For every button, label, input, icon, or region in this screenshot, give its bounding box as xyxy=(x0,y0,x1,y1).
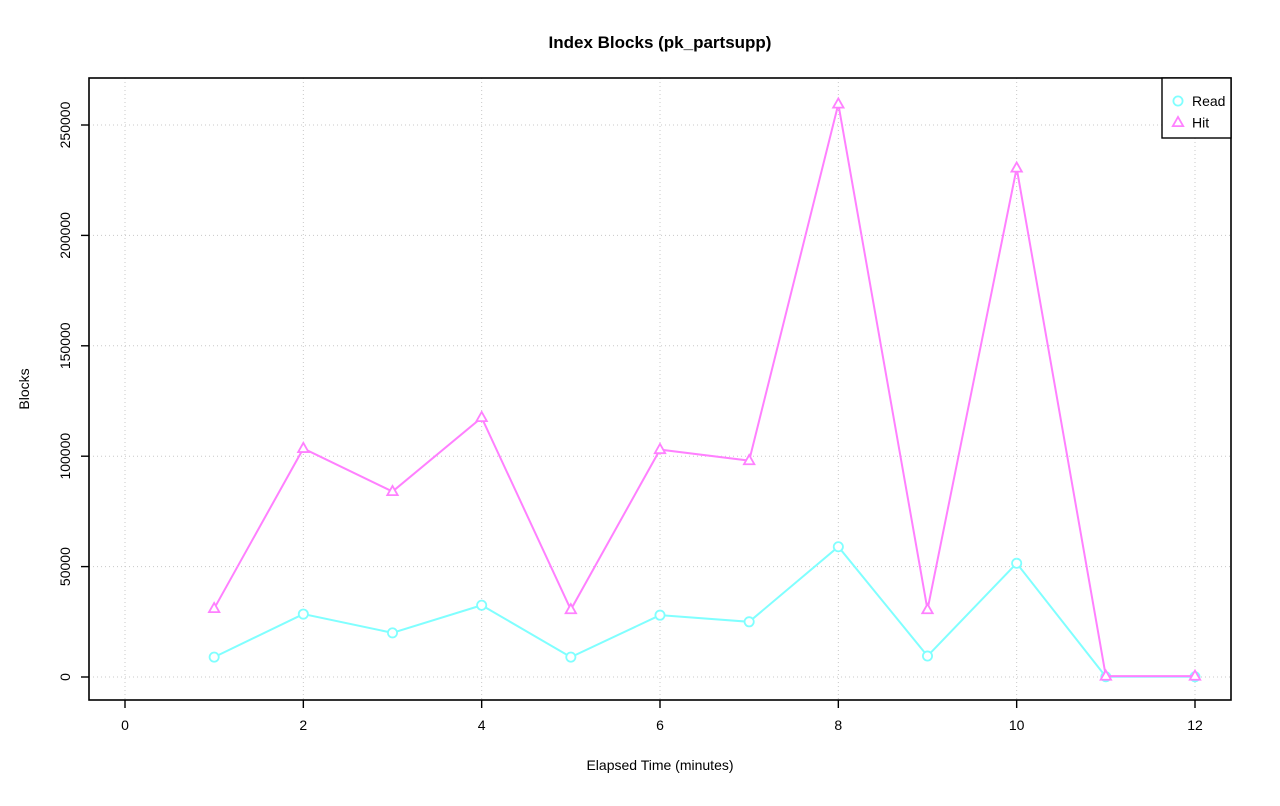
x-axis-tick-label: 2 xyxy=(299,717,307,733)
data-point-hit xyxy=(653,442,667,455)
y-axis-tick-label: 150000 xyxy=(57,322,73,369)
y-axis-label: Blocks xyxy=(16,368,32,410)
data-point-hit xyxy=(1009,160,1024,173)
y-axis-tick-label: 0 xyxy=(57,673,73,681)
x-axis-tick-label: 4 xyxy=(478,717,486,733)
data-point-hit xyxy=(474,410,489,423)
data-point-hit xyxy=(920,602,935,615)
legend-box xyxy=(1161,77,1232,139)
data-point-read xyxy=(386,627,398,639)
x-axis-label: Elapsed Time (minutes) xyxy=(586,757,734,773)
legend-marker-read xyxy=(1172,95,1184,107)
data-point-read xyxy=(476,599,488,611)
legend: Read Hit xyxy=(1161,77,1232,139)
data-point-hit xyxy=(742,453,756,466)
chart-title: Index Blocks (pk_partsupp) xyxy=(548,33,772,52)
data-point-hit xyxy=(207,601,221,614)
x-axis-tick-label: 8 xyxy=(834,717,842,733)
data-point-read xyxy=(1011,557,1023,569)
x-axis-tick-label: 0 xyxy=(121,717,129,733)
data-point-read xyxy=(297,608,309,620)
legend-label: Read xyxy=(1192,93,1225,109)
x-axis-tick-label: 10 xyxy=(1009,717,1025,733)
x-axis-tick-label: 6 xyxy=(656,717,664,733)
data-point-hit xyxy=(385,484,400,497)
legend-label: Hit xyxy=(1192,115,1209,131)
data-point-read xyxy=(208,651,220,663)
y-axis-tick-label: 50000 xyxy=(57,547,73,586)
x-axis-tick-label: 12 xyxy=(1187,717,1203,733)
data-point-hit xyxy=(831,96,846,109)
y-axis-tick-label: 100000 xyxy=(57,433,73,480)
data-point-read xyxy=(922,650,934,662)
data-point-read xyxy=(565,651,577,663)
data-point-hit xyxy=(564,602,578,615)
data-point-read xyxy=(654,609,666,621)
data-point-hit xyxy=(296,441,311,453)
data-point-read xyxy=(832,541,844,553)
data-point-hit xyxy=(1099,668,1113,681)
data-point-read xyxy=(743,616,755,628)
series-line-hit xyxy=(213,103,1195,678)
legend-marker-hit xyxy=(1171,115,1185,127)
y-axis-tick-label: 250000 xyxy=(57,101,73,148)
data-point-hit xyxy=(1188,668,1202,681)
y-axis-tick-label: 200000 xyxy=(57,212,73,259)
series-line-read xyxy=(213,545,1195,678)
